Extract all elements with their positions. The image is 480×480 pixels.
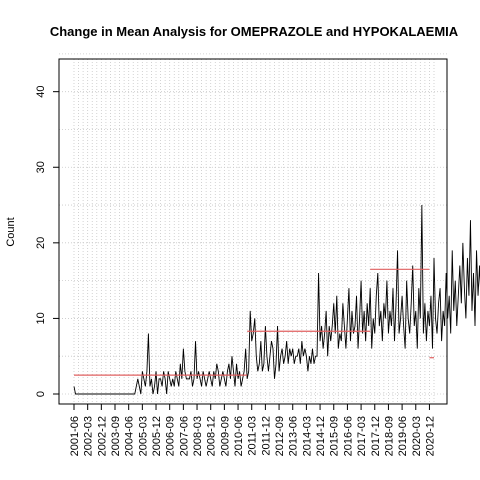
x-tick-label: 2010-06 [233, 416, 245, 456]
x-tick-label: 2014-12 [315, 416, 327, 456]
x-tick-label: 2018-09 [383, 416, 395, 456]
x-tick-label: 2017-12 [370, 416, 382, 456]
y-axis: 0 10 20 30 40 [35, 86, 59, 398]
grid [59, 54, 447, 404]
x-tick-label: 2008-12 [206, 416, 218, 456]
x-tick-label: 2014-03 [301, 416, 313, 456]
y-tick-label: 20 [35, 237, 47, 249]
y-axis-label: Count [5, 217, 17, 246]
x-tick-label: 2001-06 [69, 416, 81, 456]
x-axis: 2001-06 2002-03 2002-12 2003-09 2004-06 2005-… [69, 404, 436, 456]
x-tick-label: 2008-03 [192, 416, 204, 456]
x-tick-label: 2002-03 [83, 416, 95, 456]
chart-title: Change in Mean Analysis for OMEPRAZOLE a… [50, 24, 459, 39]
x-tick-label: 2020-12 [424, 416, 436, 456]
y-tick-label: 10 [35, 312, 47, 324]
x-tick-label: 2005-03 [137, 416, 149, 456]
x-tick-label: 2017-03 [356, 416, 368, 456]
x-tick-label: 2006-09 [165, 416, 177, 456]
y-tick-label: 30 [35, 161, 47, 173]
x-tick-label: 2007-06 [178, 416, 190, 456]
y-tick-label: 40 [35, 86, 47, 98]
x-tick-label: 2015-09 [329, 416, 341, 456]
x-tick-label: 2011-12 [260, 416, 272, 456]
y-tick-label: 0 [35, 391, 47, 397]
x-tick-label: 2011-03 [247, 416, 259, 456]
count-line [74, 77, 480, 394]
x-tick-label: 2013-06 [288, 416, 300, 456]
x-tick-label: 2004-06 [124, 416, 136, 456]
series-line [74, 77, 480, 394]
x-tick-label: 2009-09 [219, 416, 231, 456]
x-tick-label: 2012-09 [274, 416, 286, 456]
x-tick-label: 2016-06 [342, 416, 354, 456]
x-tick-label: 2005-12 [151, 416, 163, 456]
x-tick-label: 2019-06 [397, 416, 409, 456]
x-tick-label: 2020-03 [411, 416, 423, 456]
x-tick-label: 2002-12 [96, 416, 108, 456]
x-tick-label: 2003-09 [110, 416, 122, 456]
